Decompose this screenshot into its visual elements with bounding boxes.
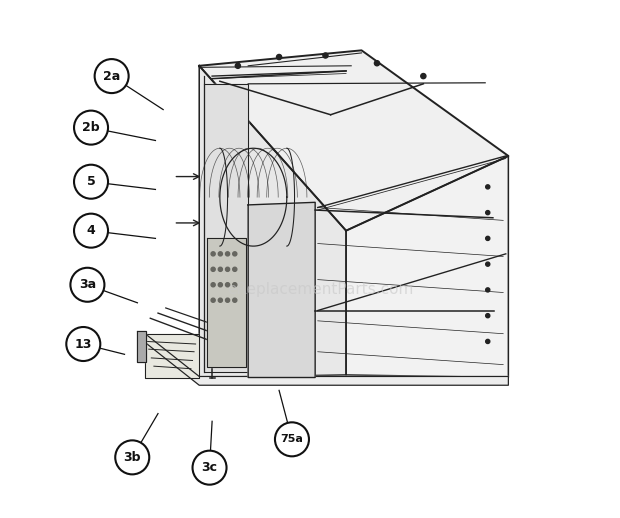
Circle shape — [485, 288, 490, 292]
Circle shape — [218, 252, 223, 256]
Circle shape — [211, 283, 215, 287]
Text: 2a: 2a — [103, 69, 120, 82]
Circle shape — [211, 252, 215, 256]
Circle shape — [485, 185, 490, 189]
Text: 2b: 2b — [82, 121, 100, 134]
Circle shape — [485, 211, 490, 214]
Circle shape — [71, 268, 104, 302]
Circle shape — [74, 111, 108, 145]
Circle shape — [485, 236, 490, 240]
Circle shape — [374, 61, 379, 66]
Circle shape — [226, 252, 229, 256]
Circle shape — [218, 298, 223, 303]
Circle shape — [232, 252, 237, 256]
Polygon shape — [137, 331, 146, 362]
Text: 3b: 3b — [123, 451, 141, 464]
Circle shape — [485, 262, 490, 266]
Text: 3c: 3c — [202, 461, 218, 474]
Text: 75a: 75a — [280, 434, 303, 444]
Text: 4: 4 — [87, 224, 95, 237]
Circle shape — [232, 283, 237, 287]
Circle shape — [421, 74, 426, 79]
Polygon shape — [205, 84, 248, 372]
Circle shape — [277, 54, 281, 60]
Circle shape — [115, 440, 149, 474]
Circle shape — [485, 313, 490, 318]
Text: 13: 13 — [74, 338, 92, 351]
Text: 3a: 3a — [79, 278, 96, 291]
Circle shape — [66, 327, 100, 361]
Circle shape — [193, 451, 226, 485]
Text: eReplacementParts.com: eReplacementParts.com — [227, 282, 414, 297]
Polygon shape — [145, 334, 199, 378]
Polygon shape — [207, 238, 246, 367]
Circle shape — [218, 267, 223, 271]
Polygon shape — [145, 334, 508, 385]
Circle shape — [232, 298, 237, 303]
Circle shape — [236, 63, 241, 68]
Circle shape — [323, 53, 328, 58]
Polygon shape — [248, 203, 315, 378]
Circle shape — [232, 267, 237, 271]
Polygon shape — [199, 50, 508, 231]
Circle shape — [211, 267, 215, 271]
Circle shape — [218, 283, 223, 287]
Circle shape — [95, 59, 128, 93]
Circle shape — [211, 298, 215, 303]
Circle shape — [485, 339, 490, 343]
Circle shape — [74, 213, 108, 248]
Circle shape — [226, 267, 229, 271]
Circle shape — [275, 422, 309, 456]
Circle shape — [226, 283, 229, 287]
Circle shape — [74, 165, 108, 199]
Circle shape — [226, 298, 229, 303]
Text: 5: 5 — [87, 175, 95, 188]
Polygon shape — [346, 156, 508, 378]
Polygon shape — [199, 66, 346, 378]
